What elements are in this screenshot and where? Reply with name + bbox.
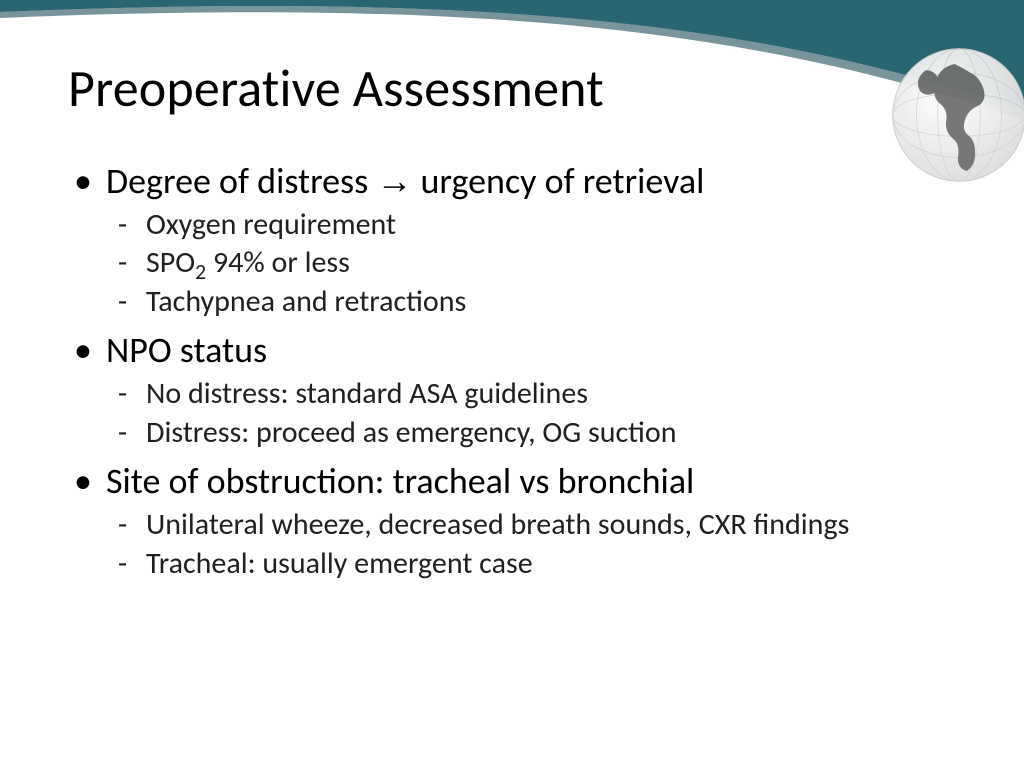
sub-bullet: Tracheal: usually emergent case [110, 545, 956, 583]
sub-bullet: No distress: standard ASA guidelines [110, 375, 956, 413]
arrow-icon: → [376, 160, 412, 201]
bullet-npo: NPO status No distress: standard ASA gui… [68, 327, 956, 452]
subscript: 2 [195, 258, 206, 285]
sub-bullet: Tachypnea and retractions [110, 283, 956, 321]
bullet-distress: Degree of distress → urgency of retrieva… [68, 158, 956, 321]
slide-title: Preoperative Assessment [68, 56, 604, 120]
bullet-text: Degree of distress [106, 159, 376, 203]
sub-bullet: Oxygen requirement [110, 206, 956, 244]
sub-bullet: Distress: proceed as emergency, OG sucti… [110, 414, 956, 452]
sub-text: SPO [146, 244, 195, 281]
sub-text: 94% or less [206, 244, 350, 281]
bullet-text: NPO status [106, 328, 267, 372]
bullet-text: Site of obstruction: tracheal vs bronchi… [106, 459, 694, 503]
slide: Preoperative Assessment Degree of distre… [0, 0, 1024, 768]
bullet-text: urgency of retrieval [412, 159, 704, 203]
slide-body: Degree of distress → urgency of retrieva… [68, 158, 956, 589]
sub-bullet: SPO2 94% or less [110, 244, 956, 282]
bullet-site: Site of obstruction: tracheal vs bronchi… [68, 458, 956, 583]
sub-bullet: Unilateral wheeze, decreased breath soun… [110, 506, 956, 544]
